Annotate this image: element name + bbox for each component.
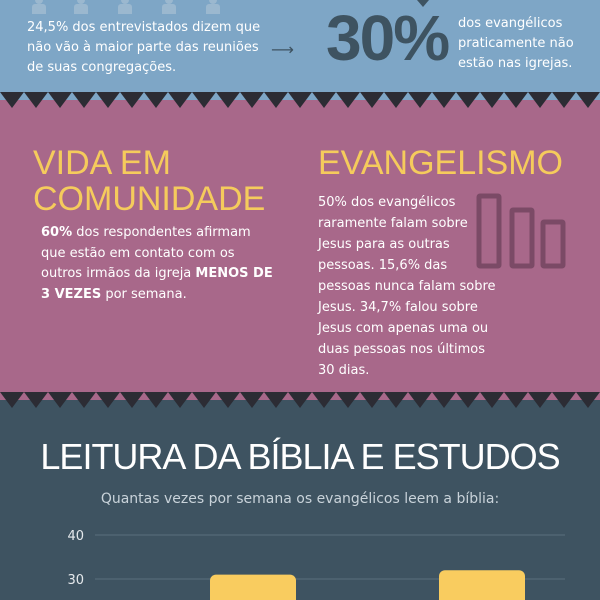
person-icon <box>30 0 48 14</box>
top-stats-band <box>0 0 600 100</box>
person-icon <box>160 0 178 14</box>
person-icon <box>204 0 222 14</box>
zigzag-divider-top <box>0 92 600 108</box>
chart-subtitle: Quantas vezes por semana os evangélicos … <box>100 491 500 507</box>
vida-heading: VIDA EM COMUNIDADE <box>33 144 266 218</box>
bar-chart-icon <box>476 193 566 269</box>
evangelismo-heading: EVANGELISMO <box>318 144 563 182</box>
chart-bar <box>439 570 525 600</box>
leitura-title: LEITURA DA BÍBLIA E ESTUDOS <box>40 436 560 477</box>
vida-stat: 60% <box>41 225 73 240</box>
vida-paragraph: 60% dos respondentes afirmam que estão e… <box>41 223 276 305</box>
vida-emphasis: MENOS DE 3 VEZES <box>41 266 273 302</box>
y-tick-label: 40 <box>67 529 84 544</box>
y-tick-label: 30 <box>67 573 84 588</box>
pointer-icon <box>417 0 429 7</box>
person-icon <box>116 0 134 14</box>
person-icon <box>72 0 90 14</box>
bible-reading-band <box>0 400 600 600</box>
bible-reading-chart: 30 40 <box>67 529 565 600</box>
vida-text-part1: dos respondentes afirmam que estão em co… <box>41 225 251 281</box>
chart-bar <box>210 574 296 600</box>
absence-stat-text: 24,5% dos entrevistados dizem que não vã… <box>27 20 261 75</box>
arrow-icon: ⟶ <box>271 40 294 59</box>
evangelismo-paragraph: 50% dos evangélicos raramente falam sobr… <box>318 195 496 378</box>
big-stat-caption: dos evangélicos praticamente não estão n… <box>458 16 574 71</box>
vida-text-part2: por semana. <box>101 286 187 302</box>
zigzag-divider-bottom <box>0 392 600 408</box>
big-stat-percent: 30% <box>326 2 450 74</box>
